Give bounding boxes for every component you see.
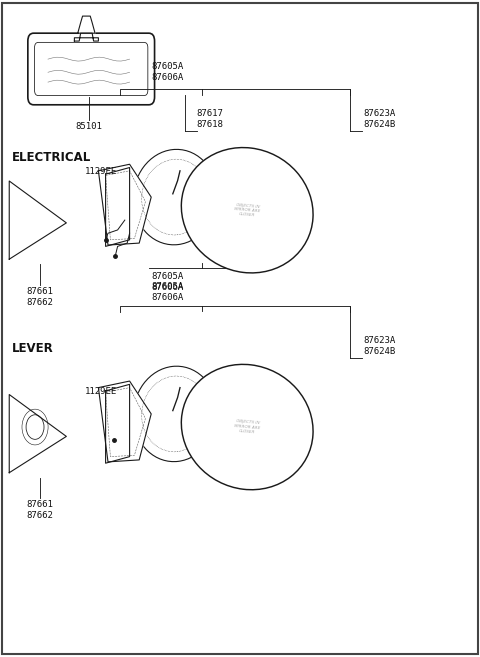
Ellipse shape: [133, 366, 217, 462]
Polygon shape: [98, 381, 151, 462]
Text: 87661
87662: 87661 87662: [26, 500, 53, 520]
Text: OBJECTS IN
MIRROR ARE
CLOSER: OBJECTS IN MIRROR ARE CLOSER: [234, 202, 261, 218]
Text: 85101: 85101: [75, 122, 102, 131]
Text: 87605A
87606A: 87605A 87606A: [152, 282, 184, 302]
Polygon shape: [74, 33, 98, 41]
Text: 87623A
87624B: 87623A 87624B: [363, 336, 396, 356]
Text: 87661
87662: 87661 87662: [26, 287, 53, 307]
Polygon shape: [78, 16, 95, 33]
Text: OBJECTS IN
MIRROR ARE
CLOSER: OBJECTS IN MIRROR ARE CLOSER: [234, 419, 261, 435]
Polygon shape: [9, 394, 66, 473]
Text: 87623A
87624B: 87623A 87624B: [363, 109, 396, 129]
Ellipse shape: [181, 365, 313, 489]
Polygon shape: [9, 181, 66, 259]
Ellipse shape: [133, 149, 217, 245]
Text: 87617
87618: 87617 87618: [197, 109, 224, 129]
Ellipse shape: [181, 148, 313, 273]
Text: 87605A
87606A: 87605A 87606A: [152, 272, 184, 292]
Ellipse shape: [142, 376, 209, 452]
Ellipse shape: [142, 159, 209, 235]
Polygon shape: [98, 164, 151, 245]
Polygon shape: [106, 168, 130, 246]
Text: 1129EE: 1129EE: [84, 387, 117, 396]
Text: 1129EE: 1129EE: [84, 167, 117, 176]
FancyBboxPatch shape: [35, 42, 148, 95]
Text: 87605A
87606A: 87605A 87606A: [152, 62, 184, 82]
FancyBboxPatch shape: [28, 33, 155, 104]
Text: LEVER: LEVER: [12, 342, 54, 355]
Polygon shape: [106, 384, 130, 463]
Text: ELECTRICAL: ELECTRICAL: [12, 151, 91, 164]
